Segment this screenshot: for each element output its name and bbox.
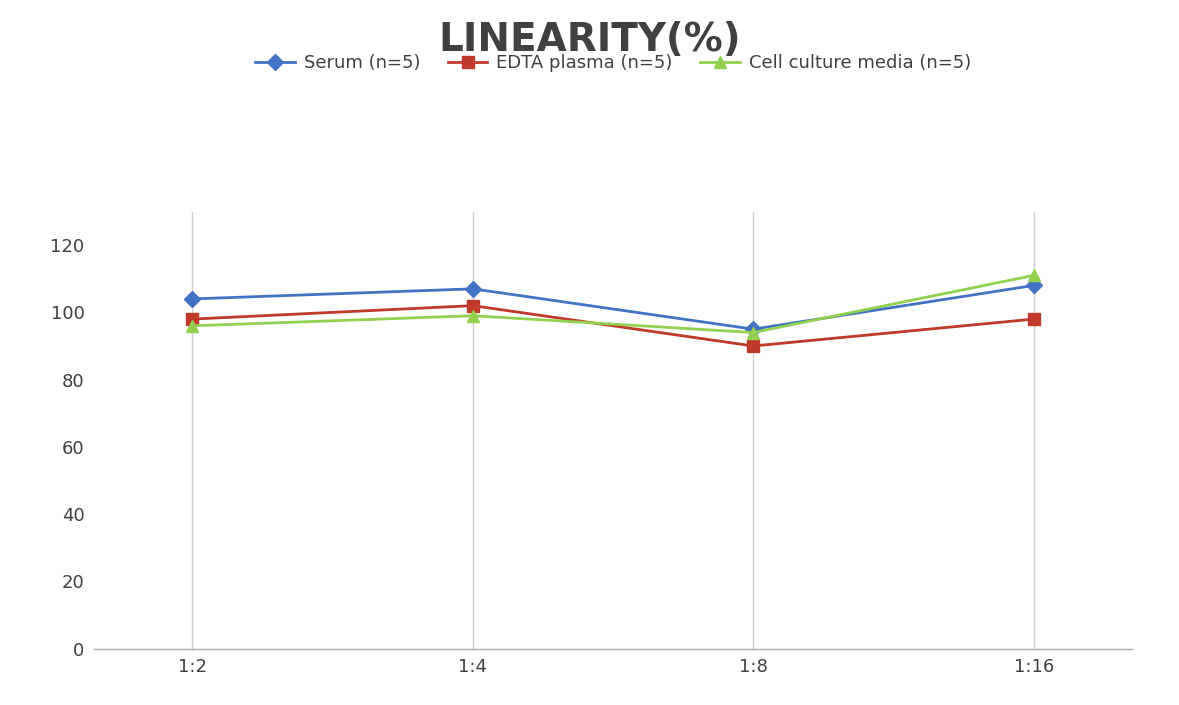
Cell culture media (n=5) bbox=[746, 329, 760, 337]
Cell culture media (n=5) bbox=[185, 321, 199, 330]
EDTA plasma (n=5) bbox=[1027, 315, 1041, 324]
Serum (n=5) bbox=[1027, 281, 1041, 290]
Cell culture media (n=5) bbox=[1027, 271, 1041, 280]
EDTA plasma (n=5) bbox=[466, 302, 480, 310]
Legend: Serum (n=5), EDTA plasma (n=5), Cell culture media (n=5): Serum (n=5), EDTA plasma (n=5), Cell cul… bbox=[256, 54, 970, 73]
Cell culture media (n=5) bbox=[466, 312, 480, 320]
EDTA plasma (n=5) bbox=[746, 342, 760, 350]
Serum (n=5) bbox=[746, 325, 760, 333]
Line: EDTA plasma (n=5): EDTA plasma (n=5) bbox=[187, 300, 1039, 352]
Text: LINEARITY(%): LINEARITY(%) bbox=[439, 21, 740, 59]
Serum (n=5) bbox=[185, 295, 199, 303]
Line: Cell culture media (n=5): Cell culture media (n=5) bbox=[187, 270, 1039, 338]
EDTA plasma (n=5) bbox=[185, 315, 199, 324]
Serum (n=5) bbox=[466, 285, 480, 293]
Line: Serum (n=5): Serum (n=5) bbox=[187, 280, 1039, 335]
